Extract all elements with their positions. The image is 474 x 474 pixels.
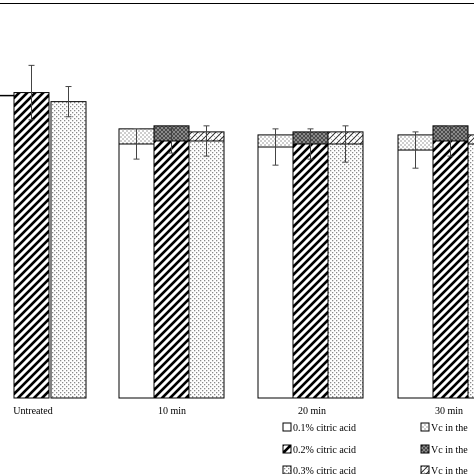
error-bar-dotted-0 [65, 86, 72, 118]
bar-dotted-3 [467, 143, 474, 399]
legend-item: 0.1% citric acid [282, 422, 356, 434]
x-tick-label: 30 min [435, 406, 463, 417]
legend-swatch [420, 422, 430, 432]
error-bar-plain-2 [272, 128, 279, 166]
bar-diagonal-2 [292, 143, 329, 399]
bar-dotted-1 [188, 140, 225, 399]
error-bar-diagonal-1 [168, 128, 175, 154]
error-bar-diagonal-2 [307, 128, 314, 160]
bar-diagonal-3 [432, 140, 469, 399]
error-bar-plain-3 [412, 131, 419, 169]
legend-item: 0.2% citric acid [282, 444, 356, 456]
bar-dotted-2 [327, 143, 364, 399]
plot-area [0, 64, 474, 399]
x-tick-label: Untreated [13, 406, 52, 417]
cap-zigzag-cap-3 [467, 134, 474, 145]
x-tick-label: 10 min [158, 406, 186, 417]
legend-item: 0.3% citric acid [282, 465, 356, 474]
legend-item: Vc in the [420, 444, 468, 456]
legend-swatch [282, 465, 292, 474]
bar-diagonal-1 [153, 140, 190, 399]
legend-label: 0.3% citric acid [293, 466, 356, 474]
x-tick-labels: Untreated 10 min 20 min 30 min [13, 406, 463, 417]
legend-swatch [282, 422, 292, 432]
legend-label: 0.1% citric acid [293, 423, 356, 434]
legend-swatch [420, 465, 430, 474]
legend-label: Vc in the [431, 445, 468, 456]
error-bar-plain-1 [133, 128, 140, 160]
bar-plain-2 [257, 146, 294, 399]
bar-diagonal-0 [13, 92, 50, 399]
error-bar-dotted-2 [342, 125, 349, 163]
bar-plain-3 [397, 149, 434, 399]
legend-label: Vc in the [431, 466, 468, 474]
legend-label: 0.2% citric acid [293, 445, 356, 456]
legend: 0.1% citric acid 0.2% citric acid 0.3% cit… [282, 422, 468, 474]
legend-item: Vc in the [420, 465, 468, 474]
legend-swatch [282, 444, 292, 454]
x-tick-label: 20 min [298, 406, 326, 417]
legend-swatch [420, 444, 430, 454]
bar-dotted-0 [50, 101, 87, 399]
error-bar-diagonal-0 [28, 64, 35, 121]
legend-item: Vc in the [420, 422, 468, 434]
bar-plain-1 [118, 143, 155, 399]
error-bar-dotted-1 [203, 125, 210, 157]
legend-label: Vc in the [431, 423, 468, 434]
error-bar-diagonal-3 [447, 125, 454, 157]
